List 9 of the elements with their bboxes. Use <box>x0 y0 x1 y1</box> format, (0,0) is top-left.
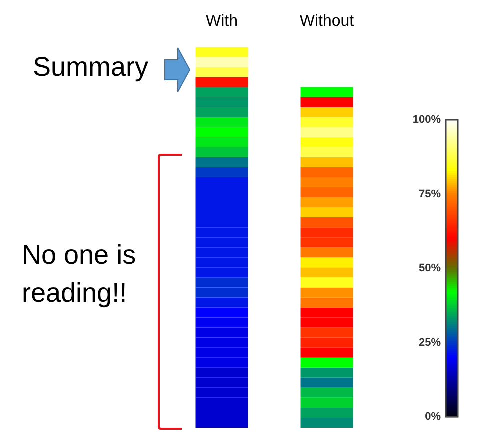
x-tick-label: With <box>206 13 238 30</box>
color-bar-label: 75% <box>418 188 442 200</box>
color-bar-label: 0% <box>425 411 442 424</box>
color-bar-label: 100% <box>412 114 442 126</box>
color-bar-label: 25% <box>418 336 442 349</box>
x-tick-label: Without <box>300 13 355 30</box>
text: No one is reading!! <box>22 239 138 310</box>
color-bar-label: 50% <box>418 262 442 275</box>
text: Summary <box>33 51 150 84</box>
